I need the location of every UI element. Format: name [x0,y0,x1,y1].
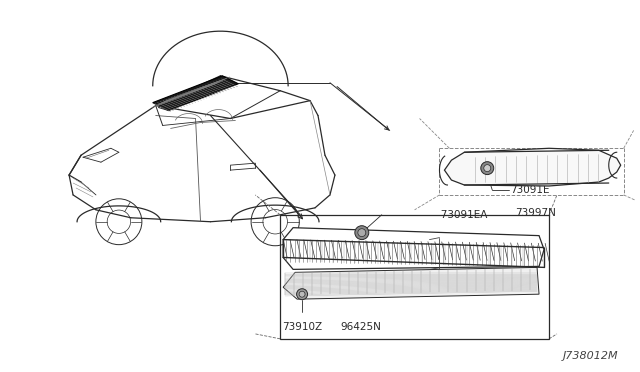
Polygon shape [283,228,544,269]
Circle shape [358,229,366,237]
Circle shape [355,226,369,240]
Text: -73091EA: -73091EA [438,210,488,220]
Text: 73091E: 73091E [510,185,550,195]
Text: J738012M: J738012M [563,351,619,361]
Circle shape [484,165,491,171]
Polygon shape [153,76,238,110]
Circle shape [481,162,493,174]
Text: 96425N: 96425N [340,322,381,332]
Circle shape [299,291,305,297]
Text: 73997N: 73997N [515,208,556,218]
Polygon shape [444,148,621,186]
Polygon shape [283,267,539,299]
Text: 73910Z: 73910Z [282,322,323,332]
Circle shape [296,289,308,299]
Bar [280,215,549,339]
